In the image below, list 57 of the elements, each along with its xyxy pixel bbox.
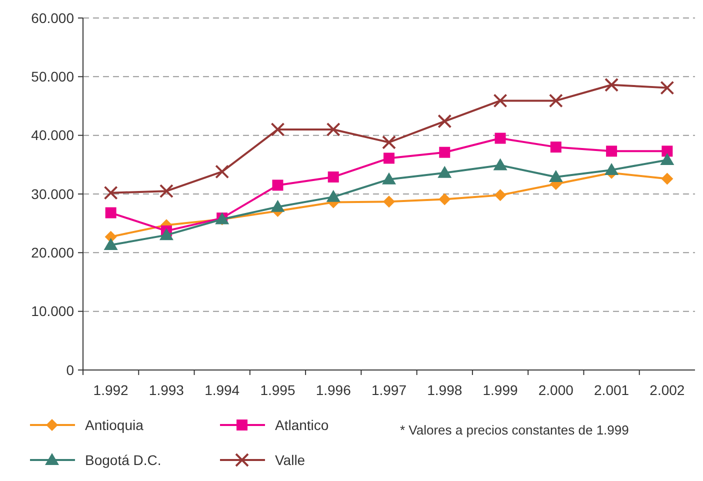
legend-label: Atlantico (275, 416, 329, 433)
point (550, 142, 562, 153)
x-tick-label: 1.993 (148, 382, 184, 398)
legend-label: Valle (275, 452, 306, 468)
x-tick-label: 2.002 (650, 382, 685, 398)
legend-label: Antioquia (85, 416, 144, 433)
point (439, 146, 450, 158)
x-tick-label: 1.998 (427, 382, 462, 398)
point (326, 190, 340, 202)
point (326, 122, 340, 136)
point (159, 184, 174, 198)
x-tick-label: 1.997 (371, 382, 407, 398)
point (548, 94, 563, 108)
point (383, 196, 395, 208)
y-tick-label: 20.000 (31, 244, 74, 261)
point (159, 228, 174, 240)
point (662, 146, 673, 157)
point (272, 180, 284, 191)
point (438, 193, 451, 206)
point (604, 162, 619, 175)
point (548, 170, 563, 182)
x-tick-label: 2.001 (594, 382, 630, 398)
y-tick-label: 0 (66, 362, 74, 378)
point (104, 186, 118, 200)
point (493, 158, 508, 170)
point (104, 238, 118, 250)
text: * Valores a precios constantes de 1.999 (400, 422, 629, 438)
y-tick-label: 40.000 (31, 127, 74, 144)
point (438, 114, 452, 128)
y-tick-label: 60.000 (31, 10, 74, 26)
point (438, 166, 452, 178)
point (105, 207, 116, 218)
point (215, 164, 230, 179)
point (382, 172, 396, 184)
x-tick-label: 1.999 (482, 382, 518, 398)
point (270, 200, 285, 212)
y-tick-label: 50.000 (31, 68, 74, 85)
point (382, 135, 396, 150)
point (660, 152, 674, 165)
point (606, 146, 618, 157)
x-tick-label: 1.996 (316, 382, 352, 398)
point (270, 122, 285, 136)
point (328, 171, 339, 182)
y-tick-label: 10.000 (31, 303, 74, 320)
point (494, 132, 506, 144)
point (493, 94, 508, 108)
x-tick-label: 2.000 (538, 382, 574, 398)
y-tick-label: 30.000 (31, 186, 74, 202)
x-tick-label: 1.995 (260, 382, 296, 398)
x-tick-label: 1.992 (93, 382, 129, 398)
point (384, 152, 394, 164)
point (661, 172, 674, 185)
x-tick-label: 1.994 (204, 382, 240, 398)
point (604, 78, 619, 92)
point (660, 80, 674, 95)
legend-label: Bogotá D.C. (85, 452, 162, 468)
point (494, 189, 506, 202)
